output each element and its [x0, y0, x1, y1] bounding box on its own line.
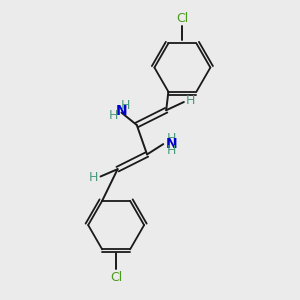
- Text: H: H: [167, 132, 176, 145]
- Text: N: N: [116, 104, 127, 118]
- Text: N: N: [166, 137, 177, 151]
- Text: H: H: [186, 94, 195, 107]
- Text: H: H: [109, 109, 118, 122]
- Text: Cl: Cl: [110, 271, 122, 284]
- Text: H: H: [89, 172, 98, 184]
- Text: Cl: Cl: [176, 12, 188, 25]
- Text: H: H: [120, 99, 130, 112]
- Text: H: H: [167, 143, 176, 157]
